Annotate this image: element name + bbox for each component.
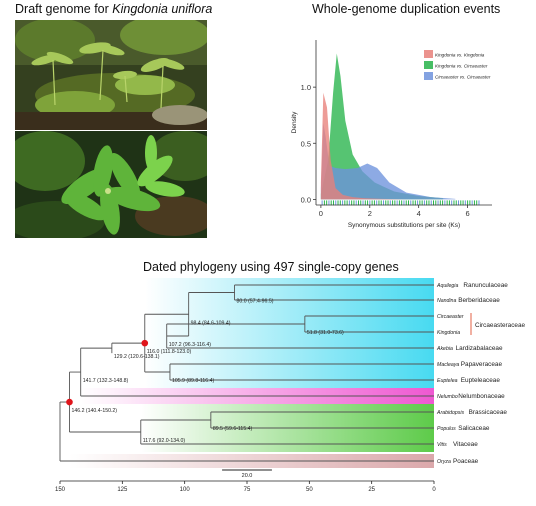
taxon-genus: Vitis [437, 442, 447, 448]
x-axis-label: Synonymous substitutions per site (Ks) [348, 222, 460, 229]
time-axis-tick-label: 25 [368, 487, 375, 493]
node-age-label: 107.2 (96.3-116.4) [169, 342, 212, 348]
title-wgd: Whole-genome duplication events [312, 2, 501, 16]
node-age-label: 105.9 (89.8-116.4) [172, 378, 215, 384]
node-age-label: 129.2 (120.6-138.1) [114, 354, 160, 360]
taxon-labels: Aquilegia Ranunculaceae Nandina Berberidace… [436, 282, 508, 465]
time-axis-tick-label: 150 [55, 487, 66, 493]
node-age-label: 116.0 (111.8-123.0) [147, 349, 192, 355]
calibration-marker [141, 339, 149, 347]
density-series-1 [320, 53, 444, 200]
scale-bar-label: 20.0 [242, 473, 253, 479]
title-phylogeny: Dated phylogeny using 497 single-copy ge… [143, 260, 399, 274]
density-series-2 [320, 123, 456, 200]
title-genome: Draft genome for Kingdonia uniflora [15, 2, 212, 16]
x-tick-label: 4 [417, 209, 421, 218]
taxon-genus: Nelumbo [437, 394, 458, 400]
legend-swatch [424, 50, 433, 58]
node-labels: 80.0 (57.4-96.5) 98.4 (84.6-109.4) 51.8 (3… [71, 299, 344, 445]
taxon-genus: Kingdonia [437, 330, 460, 336]
legend-swatch [424, 72, 433, 80]
taxon-family: Vitaceae [453, 441, 478, 448]
x-tick-label: 2 [368, 209, 372, 218]
node-age-label: 80.0 (57.4-96.5) [237, 299, 274, 305]
y-tick-label: 0.0 [301, 195, 311, 204]
taxon-genus: Oryza [437, 459, 451, 465]
node-age-label: 89.5 (59.6-115.4) [213, 426, 253, 432]
taxon-family: Poaceae [453, 458, 479, 465]
title-genome-prefix: Draft genome for [15, 2, 113, 16]
taxon-family: Papaveraceae [461, 361, 503, 368]
legend-label: Kingdonia vs. Circaeaster [435, 64, 488, 69]
bracket-family-label: Circaeasteraceae [475, 322, 526, 329]
taxon-genus: Arabidopsis [436, 410, 465, 416]
taxon-genus: Nandina [437, 298, 456, 304]
y-axis-label: Density [291, 111, 298, 133]
title-genome-species: Kingdonia uniflora [112, 2, 213, 16]
density-series-0 [320, 92, 407, 200]
tree-branches [59, 284, 434, 462]
taxon-genus: Macleaya [437, 362, 459, 368]
rug-marks [321, 200, 480, 206]
taxon-genus: Circaeaster [437, 314, 464, 320]
taxon-genus: Populus [437, 426, 456, 432]
time-axis-tick-label: 0 [432, 487, 436, 493]
time-axis-tick-label: 100 [180, 487, 191, 493]
node-age-label: 98.4 (84.6-109.4) [191, 320, 231, 326]
taxon-family: Lardizabalaceae [456, 345, 503, 352]
legend: Kingdonia vs. Kingdonia Kingdonia vs. Cir… [424, 50, 491, 80]
y-tick-label: 0.5 [301, 139, 311, 148]
taxon-family: Berberidaceae [458, 297, 500, 304]
time-axis-tick-label: 125 [117, 487, 128, 493]
calibration-marker [66, 398, 73, 406]
taxon-family: Ranunculaceae [463, 282, 508, 289]
node-age-label: 117.6 (92.0-134.0) [143, 438, 186, 444]
node-age-label: 51.8 (31.0-73.6) [307, 330, 344, 336]
x-tick-label: 0 [319, 209, 323, 218]
band-ranunculales [144, 278, 435, 388]
taxon-family: Nelumbonaceae [458, 393, 505, 400]
y-tick-label: 1.0 [301, 83, 311, 92]
taxon-genus: Euptelea [437, 378, 458, 384]
taxon-genus: Akebia [436, 346, 453, 352]
legend-swatch [424, 61, 433, 69]
photo-kingdonia-leaves [15, 131, 207, 238]
taxon-family: Salicaceae [458, 425, 490, 432]
taxon-genus: Aquilegia [436, 283, 458, 289]
node-age-label: 146.2 (140.4-150.2) [71, 408, 117, 414]
time-axis-tick-label: 75 [244, 487, 251, 493]
taxon-family: Eupteleaceae [461, 377, 501, 384]
x-tick-label: 6 [465, 209, 469, 218]
taxon-family: Brassicaceae [469, 409, 508, 416]
density-chart: 0 2 4 6 0.0 0.5 1.0 Synonymous substitutions pe… [291, 40, 492, 229]
phylogeny-tree: 80.0 (57.4-96.5) 98.4 (84.6-109.4) 51.8 (3… [55, 278, 526, 493]
node-age-label: 141.7 (132.3-148.8) [83, 378, 129, 384]
time-axis-tick-label: 50 [306, 487, 313, 493]
legend-label: Kingdonia vs. Kingdonia [435, 53, 485, 58]
photo-kingdonia-habitat [15, 20, 207, 130]
legend-label: Circaeaster vs. Circaeaster [435, 75, 491, 80]
